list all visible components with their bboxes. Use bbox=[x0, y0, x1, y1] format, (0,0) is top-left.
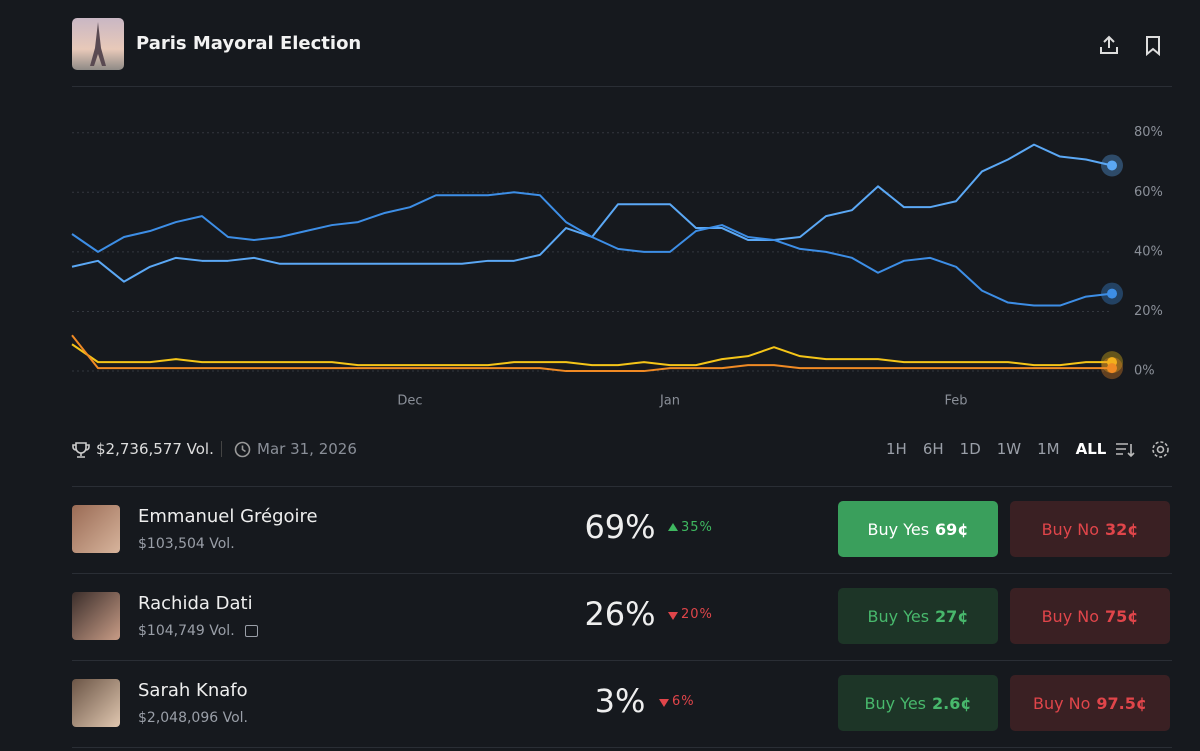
y-tick-label: 40% bbox=[1134, 244, 1163, 259]
avatar bbox=[72, 505, 120, 553]
buy-yes-button[interactable]: Buy Yes 69¢ bbox=[838, 501, 998, 557]
series-line bbox=[71, 191, 1113, 307]
change-arrow bbox=[659, 699, 669, 707]
divider bbox=[72, 486, 1172, 487]
end-point bbox=[1107, 288, 1117, 299]
clock-icon bbox=[234, 441, 251, 458]
range-button[interactable]: 1H bbox=[886, 440, 907, 458]
candidate-name: Emmanuel Grégoire bbox=[138, 506, 318, 527]
bookmark-button[interactable] bbox=[1142, 34, 1164, 56]
avatar bbox=[72, 592, 120, 640]
end-point bbox=[1107, 363, 1117, 374]
divider bbox=[72, 747, 1172, 748]
chart: 0% 20% 40% 60% 80% Dec Jan Feb bbox=[71, 125, 1163, 409]
candidate-volume: $2,048,096 Vol. bbox=[138, 710, 249, 726]
change: 20% bbox=[681, 607, 713, 622]
end-date: Mar 31, 2026 bbox=[257, 440, 357, 458]
trophy-icon bbox=[72, 442, 90, 458]
series-line bbox=[71, 143, 1113, 283]
divider bbox=[72, 86, 1172, 87]
change-arrow bbox=[668, 523, 678, 531]
candidate-volume: $103,504 Vol. bbox=[138, 536, 235, 552]
y-tick-label: 80% bbox=[1134, 125, 1163, 140]
x-tick-label: Jan bbox=[659, 394, 680, 409]
y-tick-label: 0% bbox=[1134, 364, 1155, 379]
separator bbox=[221, 441, 222, 457]
divider bbox=[72, 573, 1172, 574]
x-tick-label: Dec bbox=[397, 394, 422, 409]
no-price: 75¢ bbox=[1105, 606, 1139, 626]
range-button[interactable]: 6H bbox=[922, 440, 944, 458]
buy-no-button[interactable]: Buy No 75¢ bbox=[1010, 588, 1170, 644]
series-line bbox=[71, 343, 1112, 367]
share-button[interactable] bbox=[1098, 34, 1120, 56]
title: Paris Mayoral Election bbox=[136, 33, 362, 54]
range-button[interactable]: ALL bbox=[1075, 440, 1107, 458]
candidate-volume: $104,749 Vol. bbox=[138, 623, 235, 639]
y-tick-label: 20% bbox=[1134, 304, 1163, 319]
buy-yes-label: Buy Yes bbox=[867, 606, 930, 626]
eiffel-icon bbox=[90, 22, 106, 66]
buy-yes-label: Buy Yes bbox=[867, 519, 930, 539]
divider bbox=[72, 660, 1172, 661]
chance: 3% bbox=[594, 682, 646, 720]
avatar bbox=[72, 679, 120, 727]
no-price: 32¢ bbox=[1105, 519, 1139, 539]
yes-price: 27¢ bbox=[935, 606, 969, 626]
range-button[interactable]: 1D bbox=[959, 440, 981, 458]
chance: 26% bbox=[584, 595, 656, 633]
settings-icon[interactable] bbox=[1150, 439, 1171, 460]
gift-icon bbox=[245, 625, 258, 637]
change: 6% bbox=[672, 694, 695, 709]
range-button[interactable]: 1M bbox=[1037, 440, 1060, 458]
candidate-name: Rachida Dati bbox=[138, 593, 253, 614]
range-button[interactable]: 1W bbox=[996, 440, 1022, 458]
buy-no-button[interactable]: Buy No 97.5¢ bbox=[1010, 675, 1170, 731]
market-image bbox=[72, 18, 124, 70]
buy-yes-button[interactable]: Buy Yes 2.6¢ bbox=[838, 675, 998, 731]
candidate-name: Sarah Knafo bbox=[138, 680, 248, 701]
x-tick-label: Feb bbox=[944, 394, 967, 409]
sort-icon[interactable] bbox=[1114, 440, 1136, 460]
change-arrow bbox=[668, 612, 678, 620]
range-selector: 1H 6H 1D 1W 1M ALL bbox=[878, 440, 1114, 460]
buy-no-label: Buy No bbox=[1032, 693, 1091, 713]
end-point bbox=[1107, 160, 1117, 171]
chance: 69% bbox=[584, 508, 656, 546]
buy-yes-label: Buy Yes bbox=[864, 693, 927, 713]
buy-no-button[interactable]: Buy No 32¢ bbox=[1010, 501, 1170, 557]
yes-price: 2.6¢ bbox=[932, 693, 972, 713]
yes-price: 69¢ bbox=[935, 519, 969, 539]
no-price: 97.5¢ bbox=[1096, 693, 1148, 713]
buy-no-label: Buy No bbox=[1041, 606, 1100, 626]
series-line bbox=[71, 334, 1112, 373]
y-tick-label: 60% bbox=[1134, 185, 1163, 200]
volume: $2,736,577 Vol. bbox=[96, 440, 214, 458]
change: 35% bbox=[681, 520, 713, 535]
buy-no-label: Buy No bbox=[1041, 519, 1100, 539]
buy-yes-button[interactable]: Buy Yes 27¢ bbox=[838, 588, 998, 644]
